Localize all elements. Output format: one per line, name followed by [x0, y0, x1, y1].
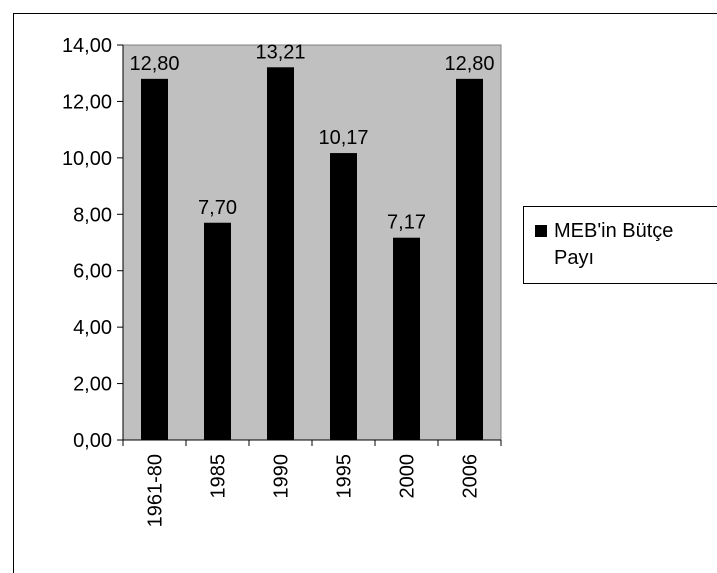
bars-group [141, 67, 483, 441]
y-tick-label-1: 2,00 [73, 374, 112, 396]
legend-swatch [535, 225, 547, 237]
x-tick-label-1985: 1985 [208, 454, 230, 499]
y-tick-label-5: 10,00 [62, 148, 112, 170]
bar-1985 [204, 222, 231, 440]
bar-1995 [330, 153, 357, 440]
bar-2000 [393, 237, 420, 440]
bar-1961-80 [141, 78, 168, 440]
bar-2006 [456, 78, 483, 440]
x-tick-label-2000: 2000 [397, 454, 419, 499]
y-tick-label-0: 0,00 [73, 430, 112, 452]
y-tick-label-4: 8,00 [73, 204, 112, 226]
y-tick-label-6: 12,00 [62, 91, 112, 113]
y-tick-label-3: 6,00 [73, 261, 112, 283]
chart-frame [13, 13, 717, 573]
y-tick-label-2: 4,00 [73, 317, 112, 339]
labels-group: 12,80 7,70 13,21 10,17 7,17 12,80 0,00 2,00 4,00… [62, 35, 495, 527]
data-label-1985: 7,70 [198, 197, 237, 219]
x-tick-label-1990: 1990 [271, 454, 293, 499]
data-label-1961-80: 12,80 [129, 53, 179, 75]
legend: MEB'in Bütçe Payı [523, 206, 717, 284]
axes-group [117, 44, 502, 446]
x-tick-label-1961-80: 1961-80 [145, 454, 167, 527]
data-label-2000: 7,17 [387, 212, 426, 234]
legend-label: MEB'in Bütçe Payı [554, 220, 674, 269]
bar-1990 [267, 67, 294, 441]
x-tick-label-2006: 2006 [460, 454, 482, 499]
data-label-1995: 10,17 [318, 127, 368, 149]
y-tick-label-7: 14,00 [62, 35, 112, 57]
plot-area [122, 44, 502, 441]
x-tick-label-1995: 1995 [334, 454, 356, 499]
data-label-1990: 13,21 [255, 41, 305, 63]
data-label-2006: 12,80 [444, 53, 494, 75]
